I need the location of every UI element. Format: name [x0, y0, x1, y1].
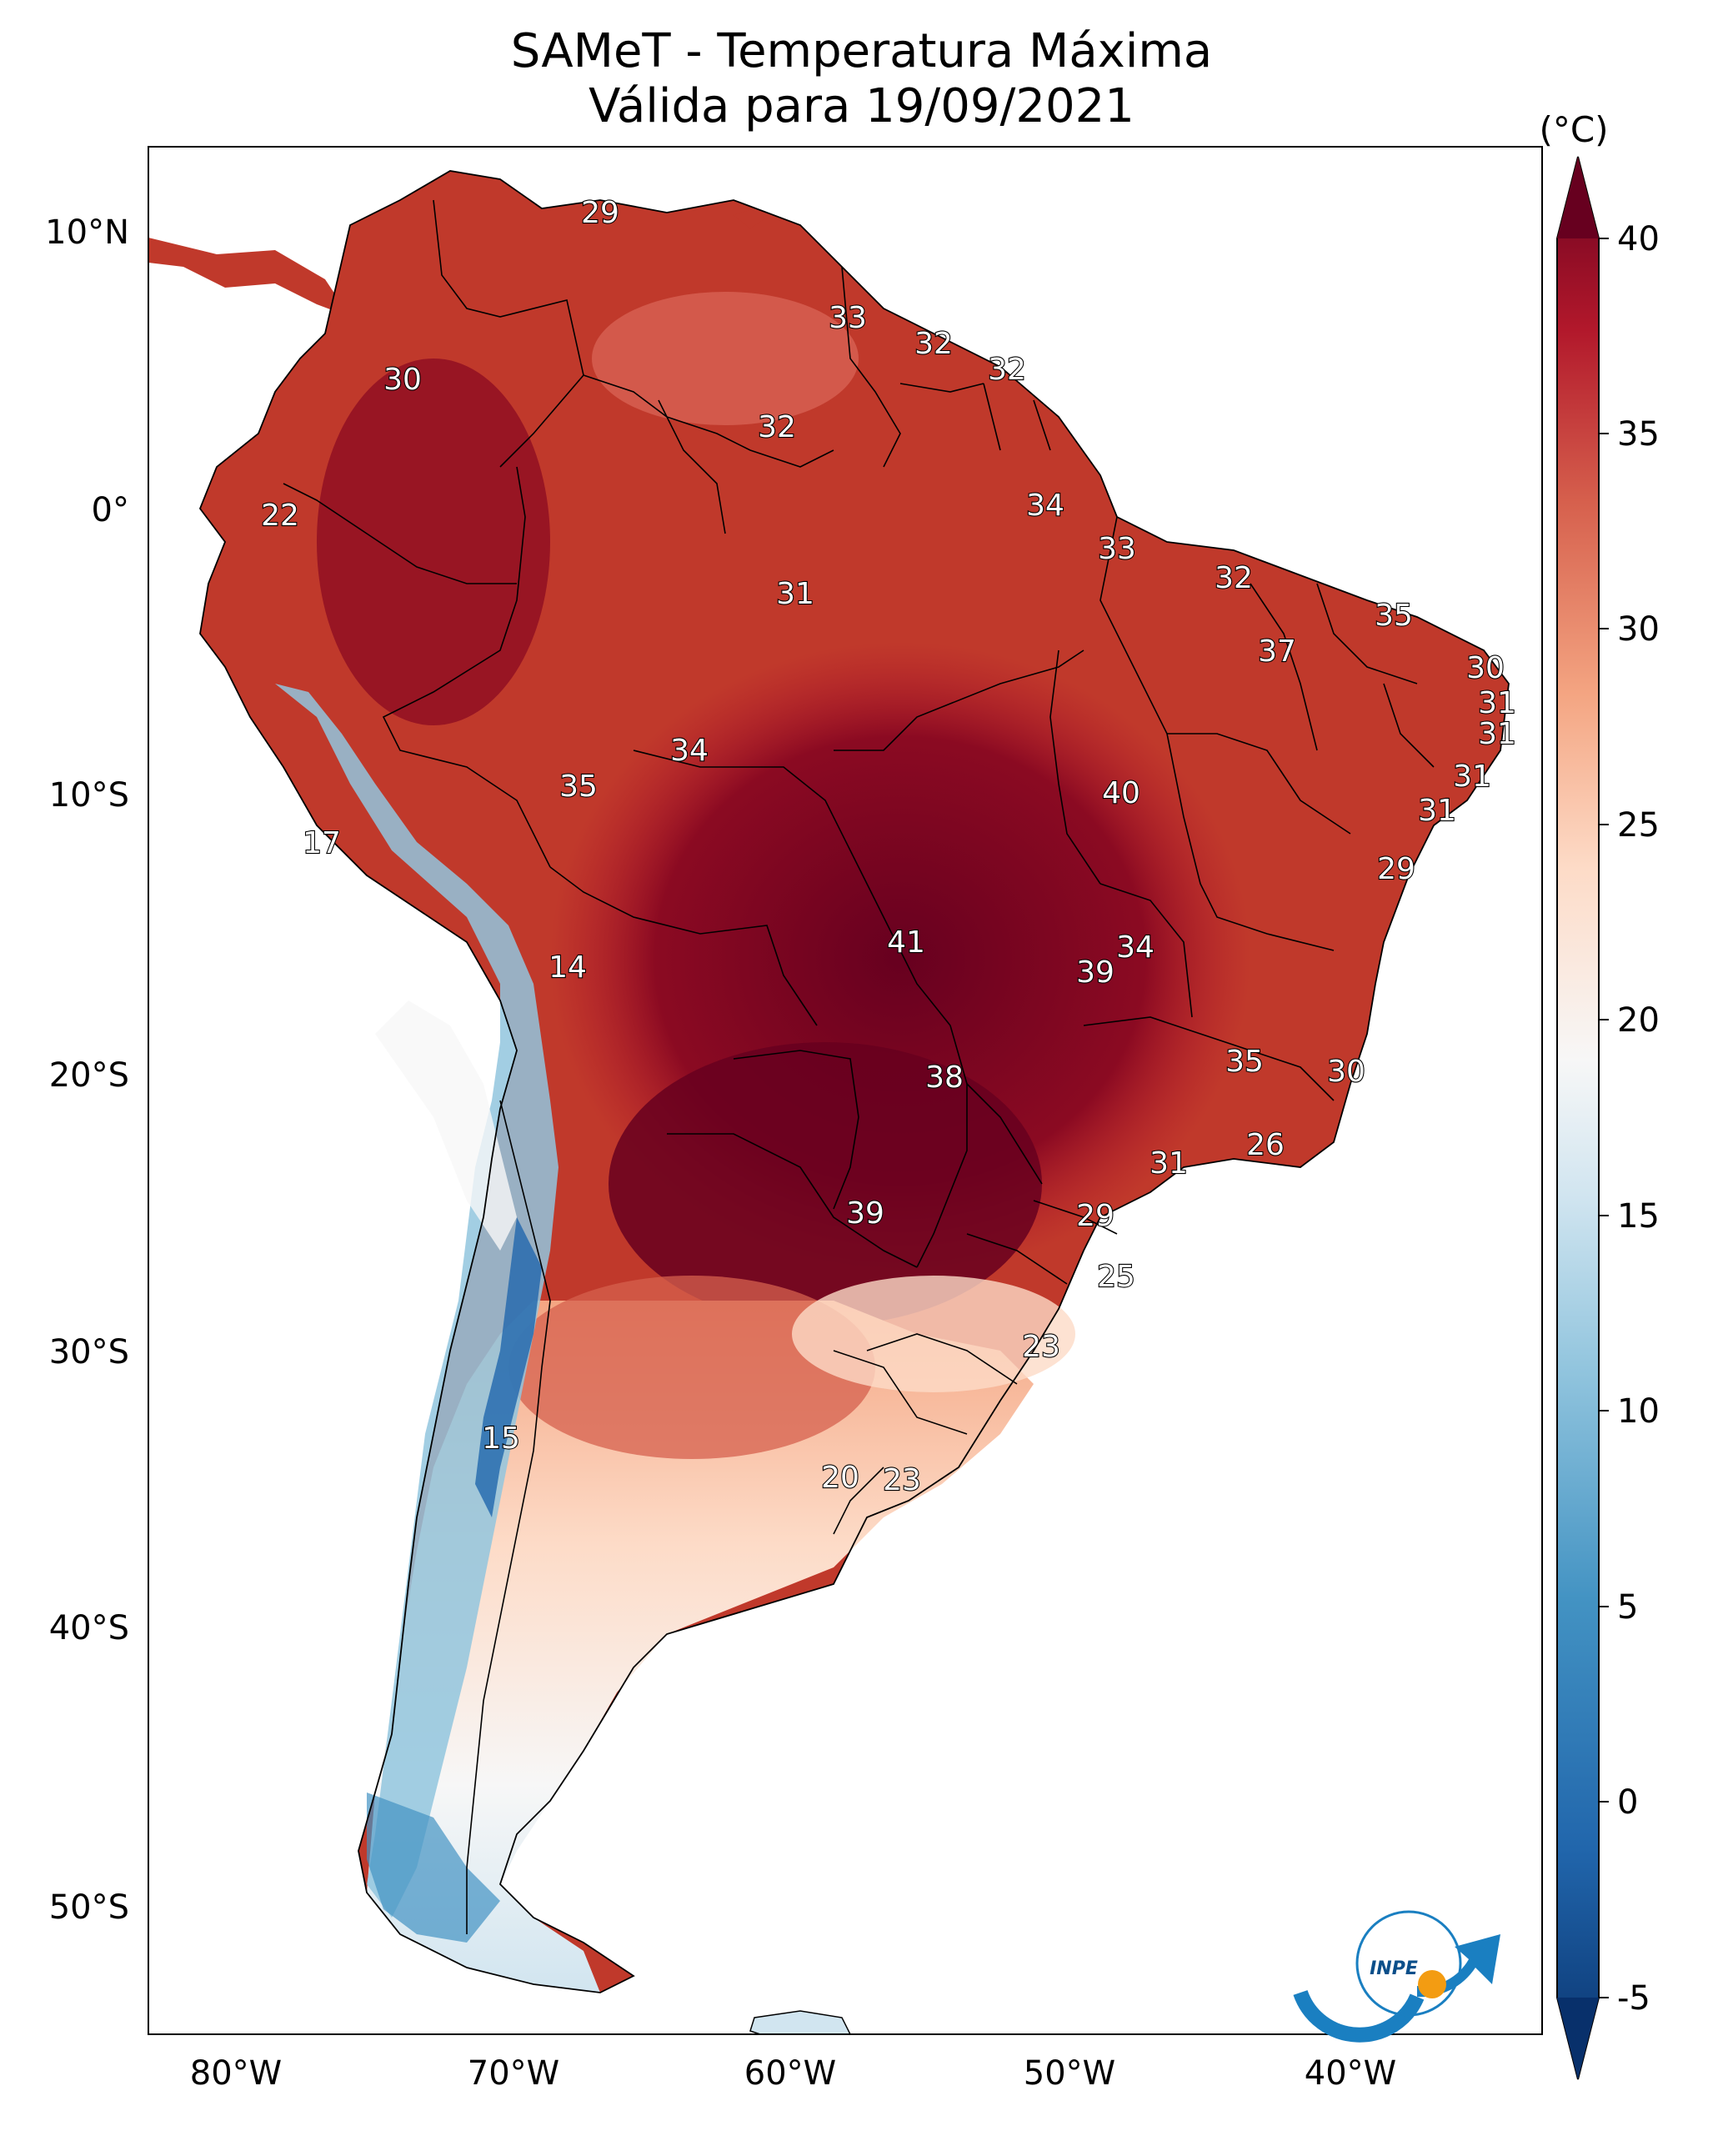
contour-label: 31: [1478, 717, 1516, 751]
lat-tick-label: 50°S: [49, 1888, 129, 1927]
logo-arrow-icon: [1417, 1934, 1500, 1998]
colorbar-tick-label: 10: [1617, 1392, 1660, 1431]
colorbar-tick-label: 5: [1617, 1588, 1638, 1627]
contour-label: 17: [303, 826, 341, 860]
andes-cold-strip: [275, 684, 558, 1918]
contour-label: 31: [1418, 794, 1456, 828]
contour-label: 29: [581, 196, 619, 230]
inpe-logo: INPE: [1293, 1910, 1500, 2043]
coastline: [198, 170, 1510, 1993]
trinidad-island: [734, 208, 765, 228]
lat-tick-label: 40°S: [49, 1609, 129, 1647]
contour-label: 23: [1022, 1330, 1060, 1364]
contour-label: 25: [1097, 1260, 1135, 1294]
lat-tick-label: 0°: [92, 491, 129, 529]
map-border: [148, 146, 1543, 2035]
guiana-highlands: [592, 292, 859, 425]
contour-labels: 29 33 32 32 30 32 34 22 33 32 31 35 37 3…: [260, 195, 1517, 1498]
contour-label: 32: [914, 327, 953, 361]
colorbar-bar: [1556, 156, 1600, 2080]
lon-tick-label: 50°W: [1024, 2054, 1115, 2093]
colorbar-tick-label: -5: [1617, 1979, 1650, 2018]
contour-label: 26: [1246, 1128, 1285, 1162]
pampas-warm-region: [508, 1276, 875, 1459]
contour-label: 32: [1215, 561, 1253, 595]
amazon-west-hot-region: [317, 358, 550, 725]
logo-ring: [1355, 1910, 1462, 2017]
contour-label: 31: [1453, 760, 1491, 794]
lat-tick-label: 10°N: [45, 213, 129, 252]
map-title-line1: SAMeT - Temperatura Máxima: [510, 24, 1213, 78]
contour-label: 41: [887, 925, 925, 960]
southern-cool-region: [367, 1301, 1034, 1993]
contour-label: 37: [1258, 634, 1296, 669]
lon-tick-label: 70°W: [468, 2054, 559, 2093]
contour-label: 30: [1466, 651, 1505, 685]
contour-label: 34: [1026, 489, 1064, 523]
contour-label: 33: [829, 301, 867, 335]
lat-tick-label: 10°S: [49, 776, 129, 815]
colorbar-tick-label: 25: [1617, 806, 1660, 845]
contour-label: 20: [821, 1461, 859, 1495]
lon-tick-label: 80°W: [190, 2054, 282, 2093]
colorbar-tick-label: 40: [1617, 220, 1660, 258]
colorbar-unit: (°C): [1539, 109, 1608, 150]
contour-label: 15: [482, 1421, 520, 1456]
colorbar-tick-label: 20: [1617, 1001, 1660, 1040]
contour-label: 34: [670, 734, 709, 768]
colorbar-max-arrow: [1557, 157, 1599, 238]
contour-label: 22: [261, 499, 299, 533]
uruguay-mild-region: [792, 1276, 1075, 1392]
contour-label: 29: [1076, 1199, 1114, 1233]
contour-label: 31: [1478, 686, 1516, 720]
contour-label: 23: [883, 1463, 921, 1497]
lat-tick-label: 20°S: [49, 1056, 129, 1095]
lat-tick-labels: 10°N 0° 10°S 20°S 30°S 40°S 50°S: [45, 213, 129, 1927]
colorbar-tick-label: 15: [1617, 1197, 1660, 1236]
logo-sun-dot: [1418, 1970, 1446, 1998]
contour-label: 40: [1102, 776, 1140, 810]
contour-label: 29: [1377, 852, 1415, 886]
contour-label: 39: [1076, 955, 1114, 990]
colorbar-tick-label: 0: [1617, 1783, 1638, 1822]
map-title-line2: Válida para 19/09/2021: [589, 79, 1134, 133]
contour-label: 30: [1327, 1055, 1365, 1089]
colorbar-tick-label: 30: [1617, 610, 1660, 649]
contour-label: 14: [548, 950, 587, 985]
country-borders: [283, 199, 1435, 1934]
lon-tick-label: 40°W: [1305, 2054, 1396, 2093]
altiplano-mild: [375, 1000, 517, 1251]
chaco-hot-region: [609, 1042, 1042, 1326]
continent-layer: [148, 170, 1510, 2034]
colorbar-min-arrow: [1557, 1998, 1599, 2079]
lon-tick-label: 60°W: [744, 2054, 836, 2093]
contour-label: 31: [1150, 1146, 1188, 1181]
andes-coldest-core: [475, 1217, 542, 1517]
falkland-islands: [749, 2010, 851, 2034]
central-america-land: [148, 238, 350, 317]
contour-label: 31: [776, 577, 814, 611]
contour-label: 35: [1375, 599, 1413, 633]
contour-label: 35: [1225, 1045, 1264, 1079]
contour-label: 35: [559, 770, 598, 804]
contour-label: 39: [846, 1196, 884, 1231]
colorbar: (°C) 40 35 30 25 20 15 10 5 0 -5: [1539, 109, 1660, 2080]
colorbar-tick-label: 35: [1617, 415, 1660, 454]
contour-label: 34: [1116, 930, 1155, 965]
contour-label: 33: [1098, 532, 1136, 566]
contour-label: 32: [988, 353, 1026, 387]
lat-tick-label: 30°S: [49, 1333, 129, 1371]
contour-label: 38: [925, 1060, 964, 1095]
logo-text: INPE: [1370, 1958, 1418, 1979]
contour-label: 32: [758, 410, 796, 444]
lon-tick-labels: 80°W 70°W 60°W 50°W 40°W: [190, 2054, 1396, 2093]
contour-label: 30: [383, 363, 422, 397]
